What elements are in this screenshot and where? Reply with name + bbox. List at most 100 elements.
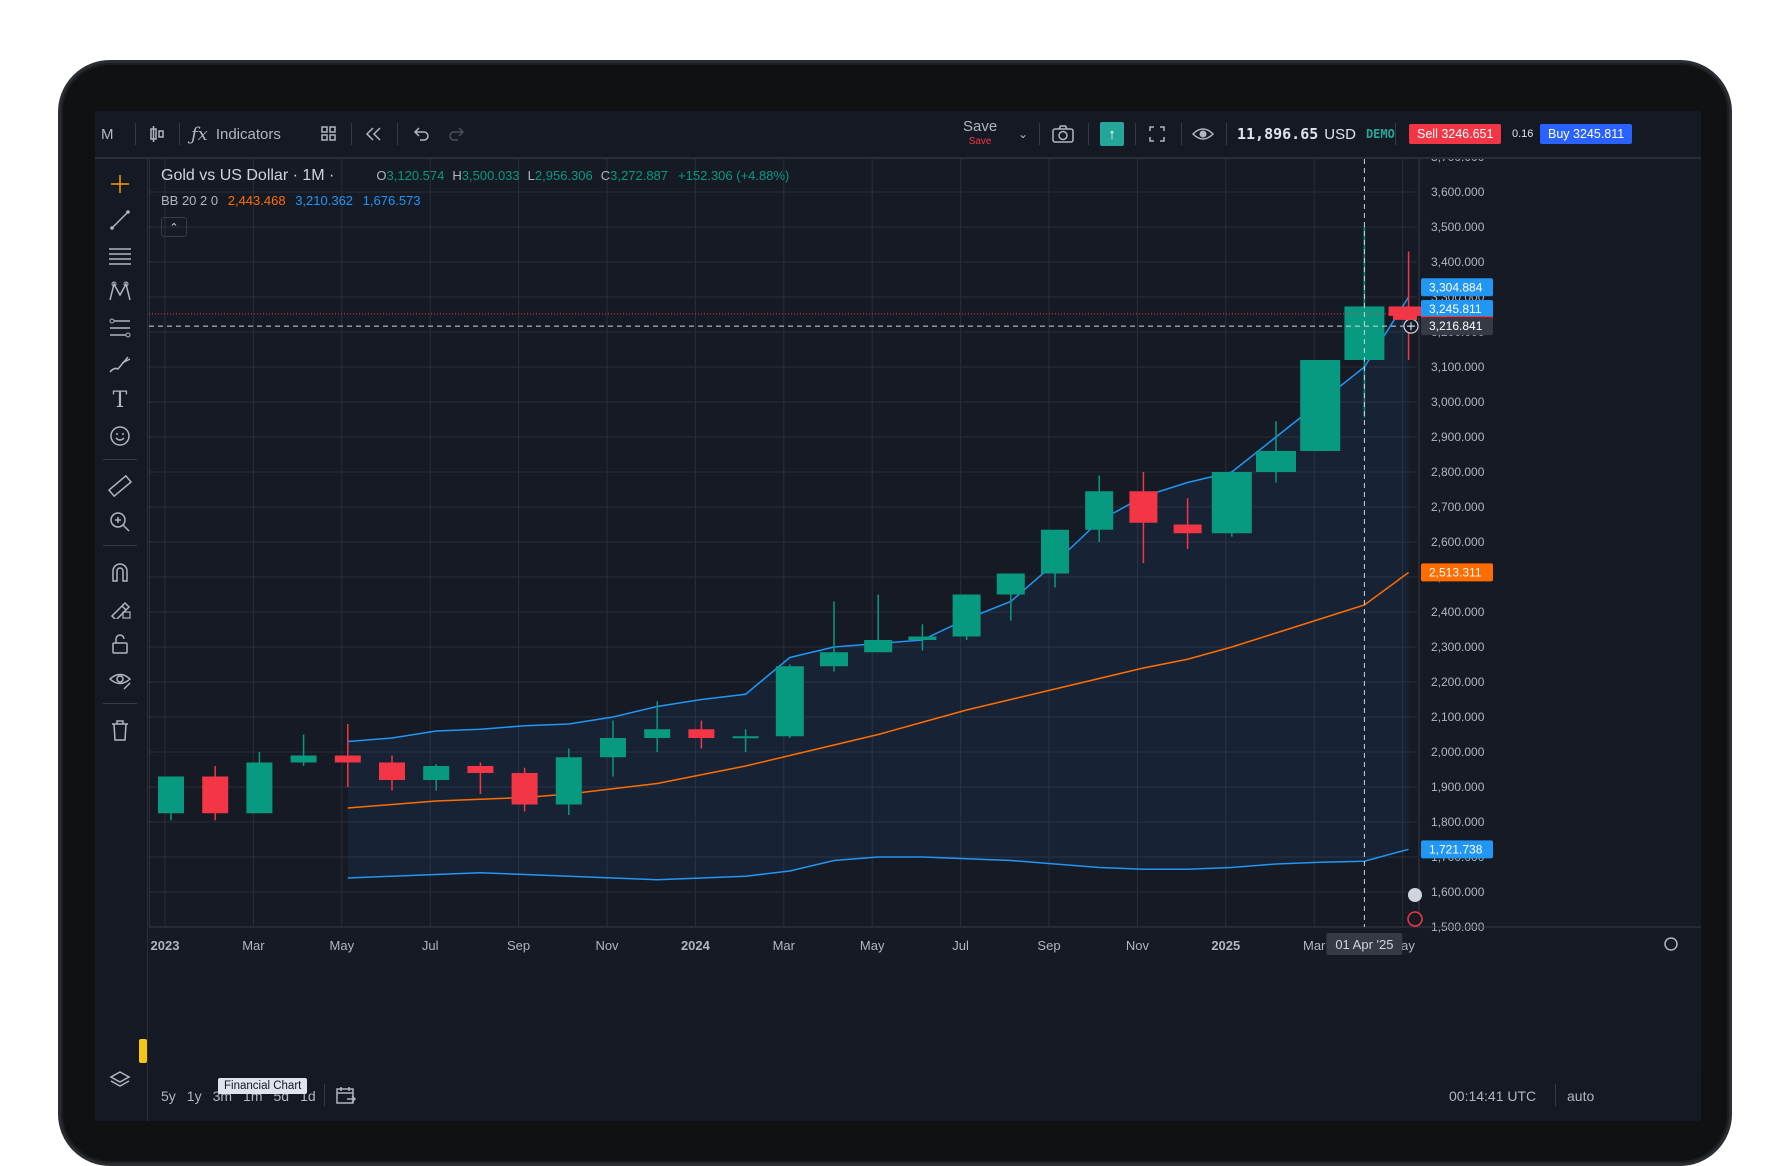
- balance-value: 11,896.65: [1237, 125, 1319, 143]
- x-tick-label: Nov: [1126, 938, 1150, 953]
- buy-label: Buy 3245.811: [1540, 124, 1633, 144]
- auto-scale-toggle[interactable]: auto: [1567, 1088, 1595, 1104]
- ruler-icon[interactable]: [105, 471, 135, 501]
- brush-icon[interactable]: [105, 349, 135, 379]
- account-balance[interactable]: 11,896.65 USD DEMO: [1237, 111, 1395, 157]
- divider: [351, 123, 352, 145]
- change-value: +152.306 (+4.88%): [678, 168, 790, 183]
- collapse-legend-button[interactable]: ⌃: [161, 217, 187, 237]
- top-toolbar: M ƒx Indicators Save Save ⌄: [95, 111, 1701, 159]
- fib-retracement-icon[interactable]: [105, 313, 135, 343]
- buy-price-tag-label: 3,245.811: [1429, 302, 1482, 316]
- trading-screen: M ƒx Indicators Save Save ⌄: [95, 111, 1701, 1121]
- candle-body: [1129, 491, 1158, 523]
- layouts-icon[interactable]: [319, 111, 339, 157]
- goto-date-icon[interactable]: [335, 1085, 357, 1110]
- candle-body: [952, 594, 981, 637]
- text-icon[interactable]: T: [112, 387, 128, 413]
- unlock-icon[interactable]: [105, 629, 135, 659]
- candle-body: [202, 776, 229, 814]
- y-tick-label: 2,600.000: [1431, 535, 1485, 549]
- spread-value: 0.16: [1512, 128, 1534, 140]
- bb-legend[interactable]: BB 20 2 0 2,443.468 3,210.362 1,676.573: [161, 193, 421, 208]
- candle-body: [908, 636, 937, 640]
- y-tick-label: 3,400.000: [1431, 255, 1485, 269]
- collapse-handle[interactable]: [139, 1039, 147, 1063]
- eye-icon[interactable]: [1192, 111, 1214, 157]
- crosshair-date-badge: [1326, 933, 1403, 955]
- low-value: 2,956.306: [534, 168, 593, 183]
- y-tick-label: 1,900.000: [1431, 780, 1485, 794]
- candle-body: [688, 729, 715, 738]
- candle-body: [732, 736, 759, 739]
- trend-line-icon[interactable]: [105, 205, 135, 235]
- indicators-label: Indicators: [215, 125, 281, 143]
- divider: [1135, 123, 1136, 145]
- x-tick-label: Nov: [595, 938, 619, 953]
- buy-button[interactable]: Buy 3245.811: [1540, 111, 1633, 157]
- horizontal-lines-icon[interactable]: [105, 241, 135, 271]
- x-tick-label: Sep: [507, 938, 530, 953]
- clock[interactable]: 00:14:41 UTC: [1449, 1088, 1537, 1104]
- sell-button[interactable]: Sell 3246.651: [1409, 111, 1502, 157]
- candle-body: [644, 729, 671, 738]
- zoom-in-icon[interactable]: [105, 507, 135, 537]
- candle-body: [379, 762, 405, 780]
- chevron-down-icon[interactable]: ⌄: [1018, 127, 1029, 141]
- interval-button[interactable]: M: [101, 111, 114, 157]
- x-tick-label: Jul: [422, 938, 439, 953]
- hide-drawings-icon[interactable]: [105, 665, 135, 695]
- layers-icon[interactable]: [105, 1065, 135, 1095]
- divider: [324, 1084, 325, 1106]
- bottom-toolbar: 5y 1y 3m 1m 5d 1d Financial Chart 00:14:…: [149, 1074, 1701, 1121]
- price-chart[interactable]: 3,700.000 3,600.000 3,500.000 3,400.000 3,30…: [149, 159, 1701, 1074]
- x-tick-label: Mar: [242, 938, 265, 953]
- y-tick-label: 2,800.000: [1431, 465, 1485, 479]
- symbol-title[interactable]: Gold vs US Dollar · 1M ·: [161, 167, 335, 184]
- divider: [1555, 1084, 1556, 1106]
- function-icon: ƒx: [191, 123, 208, 145]
- save-button[interactable]: Save Save: [963, 111, 997, 157]
- upper-band-tag: [1421, 278, 1493, 297]
- divider: [397, 123, 398, 145]
- range-5y[interactable]: 5y: [161, 1088, 176, 1104]
- crosshair-icon[interactable]: [105, 169, 135, 199]
- high-label: H: [452, 168, 462, 183]
- save-status: Save: [968, 136, 992, 147]
- chart-type-icon[interactable]: [147, 111, 167, 157]
- high-value: 3,500.033: [461, 168, 520, 183]
- range-1y[interactable]: 1y: [186, 1088, 202, 1104]
- camera-icon[interactable]: [1051, 111, 1075, 157]
- y-tick-label: 2,200.000: [1431, 675, 1485, 689]
- candle-body: [820, 652, 848, 667]
- low-label: L: [527, 168, 535, 183]
- undo-icon[interactable]: [411, 111, 431, 157]
- sell-label: Sell 3246.651: [1409, 124, 1502, 144]
- divider: [1395, 123, 1396, 145]
- x-tick-label: May: [330, 938, 355, 953]
- pattern-icon[interactable]: [105, 277, 135, 307]
- y-tick-label: 2,300.000: [1431, 640, 1485, 654]
- candle-body: [1041, 529, 1069, 574]
- divider: [103, 703, 137, 704]
- x-tick-label: Sep: [1037, 938, 1060, 953]
- emoji-icon[interactable]: [105, 421, 135, 451]
- x-tick-label: May: [860, 938, 885, 953]
- candle-body: [334, 755, 361, 763]
- publish-button[interactable]: ↑: [1100, 111, 1124, 157]
- divider: [179, 123, 180, 145]
- open-label: O: [376, 168, 387, 183]
- settings-icon: [1664, 937, 1678, 951]
- lock-drawing-icon[interactable]: [105, 593, 135, 623]
- y-tick-label: 2,700.000: [1431, 500, 1485, 514]
- magnet-icon[interactable]: [105, 557, 135, 587]
- y-tick-label: 2,900.000: [1431, 430, 1485, 444]
- redo-icon[interactable]: [447, 111, 467, 157]
- plus-icon: [1407, 322, 1415, 331]
- fullscreen-icon[interactable]: [1147, 111, 1167, 157]
- replay-icon[interactable]: [363, 111, 383, 157]
- indicators-button[interactable]: ƒx Indicators: [191, 111, 281, 157]
- trash-icon[interactable]: [105, 715, 135, 745]
- y-tick-label: 2,000.000: [1431, 745, 1485, 759]
- y-tick-label: 2,400.000: [1431, 605, 1485, 619]
